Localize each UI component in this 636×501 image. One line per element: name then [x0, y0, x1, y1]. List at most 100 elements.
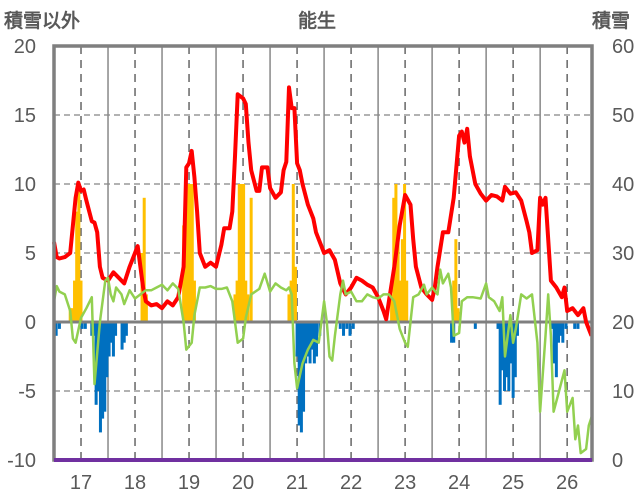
- blue-bar: [507, 322, 511, 391]
- orange-bar: [70, 308, 74, 322]
- x-tick-label: 24: [448, 472, 470, 494]
- right-tick-label: 10: [612, 381, 634, 403]
- blue-bar: [338, 322, 342, 329]
- blue-bar: [295, 322, 299, 357]
- blue-bar: [342, 322, 346, 336]
- right-tick-label: 20: [612, 312, 634, 334]
- orange-bar: [291, 184, 295, 322]
- right-tick-label: 30: [612, 243, 634, 265]
- left-tick-label: 0: [25, 312, 36, 334]
- blue-bar: [57, 322, 61, 329]
- blue-bar: [561, 322, 565, 343]
- left-tick-label: 10: [14, 174, 36, 196]
- orange-bar: [452, 280, 456, 322]
- blue-bar: [107, 322, 111, 357]
- blue-bar: [496, 322, 500, 329]
- blue-bar: [315, 322, 319, 357]
- blue-bar: [310, 322, 314, 350]
- x-tick-label: 23: [394, 472, 416, 494]
- chart-title: 能生: [298, 10, 337, 32]
- blue-bar: [122, 322, 126, 343]
- blue-bar: [511, 322, 515, 398]
- blue-bar: [552, 322, 556, 364]
- blue-bar: [515, 322, 519, 336]
- blue-bar: [105, 322, 109, 378]
- left-tick-label: 15: [14, 105, 36, 127]
- orange-bar: [396, 239, 400, 322]
- orange-bar: [237, 184, 241, 322]
- blue-bar: [509, 322, 513, 364]
- blue-bar: [103, 322, 107, 412]
- right-tick-label: 40: [612, 174, 634, 196]
- orange-bar: [398, 280, 402, 322]
- blue-bar: [345, 322, 349, 329]
- blue-bar: [109, 322, 113, 343]
- right-tick-label: 50: [612, 105, 634, 127]
- orange-bar: [144, 294, 148, 322]
- orange-bar: [456, 308, 460, 322]
- x-tick-label: 19: [178, 472, 200, 494]
- orange-bar: [287, 294, 291, 322]
- orange-bar: [390, 294, 394, 322]
- orange-bar: [233, 294, 237, 322]
- orange-bar: [77, 184, 81, 322]
- orange-bar: [405, 280, 409, 322]
- x-tick-label: 22: [340, 472, 362, 494]
- x-tick-label: 21: [286, 472, 308, 494]
- blue-bar: [348, 322, 352, 336]
- green-series-line: [52, 268, 594, 455]
- blue-bar: [513, 322, 517, 378]
- orange-bar: [249, 197, 253, 322]
- orange-bar: [454, 239, 458, 322]
- orange-bar: [403, 184, 407, 322]
- right-tick-label: 60: [612, 36, 634, 58]
- red-series-line: [52, 85, 594, 337]
- blue-bar: [308, 322, 312, 364]
- blue-bar: [351, 322, 355, 329]
- left-tick-label: 20: [14, 36, 36, 58]
- blue-bar: [80, 322, 84, 329]
- orange-bar: [192, 280, 196, 322]
- blue-bar: [473, 322, 477, 329]
- x-tick-label: 20: [232, 472, 254, 494]
- blue-bar: [111, 322, 115, 357]
- blue-bar: [96, 322, 100, 391]
- orange-bar: [293, 266, 297, 322]
- blue-bar: [554, 322, 558, 378]
- orange-bar: [186, 184, 190, 322]
- blue-bar: [498, 322, 502, 405]
- blue-bar: [450, 322, 454, 343]
- x-tick-label: 26: [556, 472, 578, 494]
- x-tick-label: 18: [124, 472, 146, 494]
- blue-bar: [101, 322, 105, 419]
- blue-bar: [500, 322, 504, 371]
- orange-bar: [235, 280, 239, 322]
- blue-bar: [54, 322, 58, 336]
- blue-bar: [120, 322, 124, 350]
- blue-bar: [559, 322, 563, 336]
- blue-bar: [114, 322, 118, 336]
- orange-bar: [142, 197, 146, 322]
- orange-bar: [242, 184, 246, 322]
- right-tick-label: 0: [612, 450, 623, 472]
- x-tick-label: 25: [502, 472, 524, 494]
- left-tick-label: -5: [18, 381, 36, 403]
- orange-bar: [73, 280, 77, 322]
- blue-bar: [557, 322, 561, 343]
- orange-bar: [190, 184, 194, 322]
- orange-bar: [244, 280, 248, 322]
- blue-bar: [564, 322, 568, 329]
- orange-bar: [75, 211, 79, 322]
- orange-bar: [188, 184, 192, 322]
- left-axis-label: 積雪以外: [4, 10, 81, 32]
- orange-bar: [400, 239, 404, 322]
- blue-bar: [124, 322, 128, 336]
- blue-bar: [98, 322, 102, 433]
- blue-bar: [304, 322, 308, 364]
- orange-bar: [79, 280, 83, 322]
- right-axis-label: 積雪: [592, 10, 631, 32]
- left-tick-label: -10: [7, 450, 36, 472]
- blue-bar: [576, 322, 580, 329]
